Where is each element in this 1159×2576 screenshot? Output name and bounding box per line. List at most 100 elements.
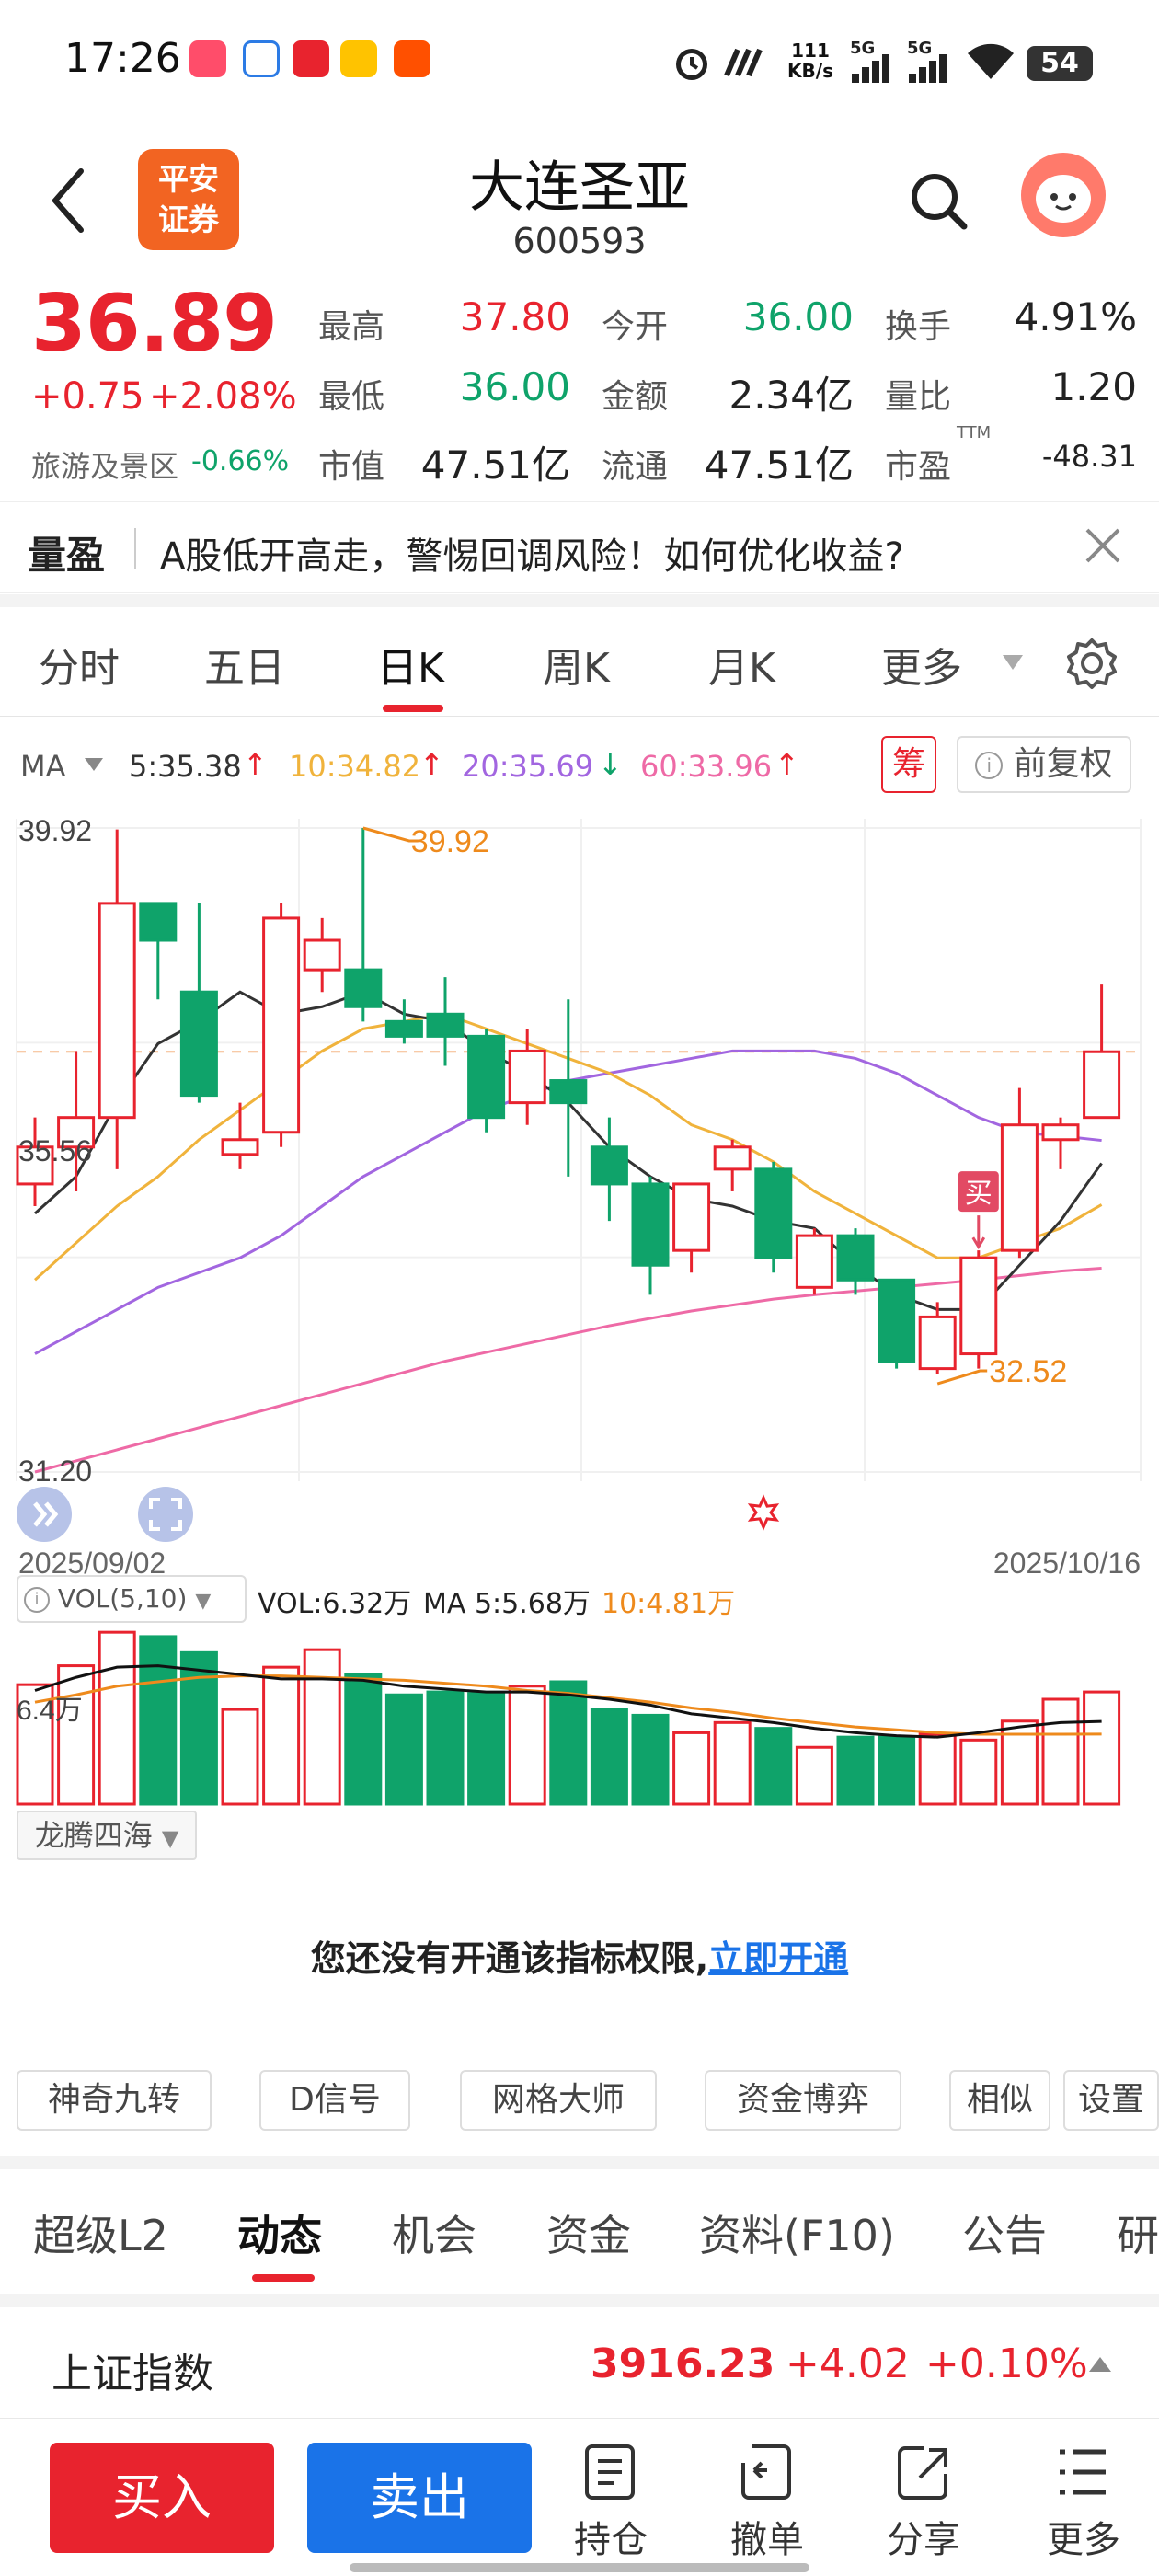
candle[interactable] <box>1083 1050 1121 1120</box>
volume-bar <box>179 1650 218 1806</box>
search-icon[interactable] <box>907 169 971 234</box>
period-tab-3[interactable]: 周K <box>543 645 610 692</box>
tool-chip-2[interactable]: 网格大师 <box>460 2070 657 2131</box>
volume-chart[interactable]: 6.4万 <box>0 1624 1159 1808</box>
holdings-icon[interactable] <box>583 2443 637 2501</box>
tool-chip-5[interactable]: 设置 <box>1063 2070 1159 2131</box>
candle[interactable] <box>836 1234 875 1282</box>
candle[interactable] <box>303 938 341 972</box>
more-label[interactable]: 更多 <box>1047 2519 1120 2561</box>
gear-icon[interactable] <box>1065 637 1119 690</box>
meituan-icon <box>340 40 377 77</box>
assistant-avatar-icon[interactable] <box>1019 151 1107 239</box>
candle[interactable] <box>57 1116 96 1149</box>
candle[interactable] <box>179 990 218 1098</box>
section-tab-1[interactable]: 动态 <box>237 2211 322 2260</box>
section-tab-2[interactable]: 机会 <box>392 2211 476 2260</box>
stock-header: 平安 证券 大连圣亚 600593 <box>0 129 1159 276</box>
volume-bar <box>836 1735 875 1806</box>
low-annotation: 32.52 <box>989 1354 1067 1389</box>
ma10-arrow-icon: ↑ <box>419 747 444 782</box>
stock-name: 大连圣亚 <box>469 155 690 220</box>
indicator-selector[interactable]: 龙腾四海 ▼ <box>17 1811 197 1860</box>
tool-chip-0[interactable]: 神奇九转 <box>17 2070 212 2131</box>
back-arrow-icon[interactable] <box>48 166 88 236</box>
candle[interactable] <box>139 902 178 942</box>
high-annotation-line <box>362 826 419 843</box>
tool-chip-1[interactable]: D信号 <box>259 2070 410 2131</box>
sector-name[interactable]: 旅游及景区 <box>31 449 179 484</box>
period-tab-5[interactable]: 更多 <box>881 645 962 692</box>
tool-chip-3[interactable]: 资金博弈 <box>705 2070 901 2131</box>
section-tab-6[interactable]: 研 <box>1117 2211 1159 2260</box>
tool-chip-4[interactable]: 相似 <box>949 2070 1050 2131</box>
signal-label-2: 5G <box>907 39 933 58</box>
adjust-price-button[interactable]: i 前复权 <box>957 736 1131 793</box>
section-separator <box>0 594 1159 607</box>
chip-distribution-button[interactable]: 筹 <box>881 736 936 793</box>
candle[interactable] <box>508 1049 546 1105</box>
candle[interactable] <box>672 1182 711 1252</box>
activate-link[interactable]: 立即开通 <box>708 1938 849 1979</box>
candle[interactable] <box>344 968 383 1008</box>
share-icon[interactable] <box>896 2443 949 2501</box>
signal-icon-1 <box>852 54 889 83</box>
more-icon[interactable] <box>1056 2446 1109 2498</box>
home-indicator <box>350 2563 809 2572</box>
candle[interactable] <box>878 1278 916 1363</box>
vol-ma10-value: 10:4.81万 <box>602 1588 736 1620</box>
close-icon[interactable] <box>1082 524 1124 567</box>
cancel-order-icon[interactable] <box>740 2443 793 2501</box>
buy-signal-arrow <box>971 1215 986 1250</box>
status-time: 17:26 <box>64 35 181 82</box>
candle[interactable] <box>16 1145 54 1186</box>
candle[interactable] <box>426 1012 465 1038</box>
volume-y-label: 6.4万 <box>17 1696 83 1726</box>
candle[interactable] <box>221 1138 259 1156</box>
fullscreen-icon[interactable] <box>138 1487 193 1542</box>
fullscreen-corners <box>149 1498 182 1531</box>
section-tab-0[interactable]: 超级L2 <box>33 2211 168 2260</box>
candle[interactable] <box>1041 1123 1080 1142</box>
candle[interactable] <box>1000 1123 1039 1252</box>
holdings-label[interactable]: 持仓 <box>574 2519 648 2561</box>
period-tab-4[interactable]: 月K <box>708 645 775 692</box>
candle[interactable] <box>384 1019 423 1038</box>
sell-button[interactable]: 卖出 <box>307 2443 532 2553</box>
period-tab-1[interactable]: 五日 <box>204 645 285 692</box>
candle[interactable] <box>795 1234 833 1289</box>
candle[interactable] <box>98 902 136 1120</box>
candle[interactable] <box>754 1167 793 1259</box>
section-tab-3[interactable]: 资金 <box>546 2211 631 2260</box>
section-tab-4[interactable]: 资料(F10) <box>699 2211 895 2260</box>
buy-button[interactable]: 买入 <box>50 2443 274 2553</box>
share-label[interactable]: 分享 <box>887 2519 960 2561</box>
promo-banner[interactable]: 量盈 A股低开高走，警惕回调风险！如何优化收益? <box>0 501 1159 593</box>
candle[interactable] <box>549 1079 588 1105</box>
candle[interactable] <box>467 1034 506 1120</box>
period-tab-2[interactable]: 日K <box>377 645 444 692</box>
stock-code: 600593 <box>512 221 647 261</box>
candle[interactable] <box>713 1145 752 1171</box>
buy-signal-marker[interactable] <box>958 1171 999 1213</box>
section-tab-5[interactable]: 公告 <box>962 2211 1047 2260</box>
ma-label[interactable]: MA <box>20 749 66 784</box>
banner-text[interactable]: A股低开高走，警惕回调风险！如何优化收益? <box>160 535 904 578</box>
candle[interactable] <box>590 1145 628 1186</box>
quote-value: 37.80 <box>459 294 570 339</box>
candlestick-chart[interactable]: 39.92 32.52 买 39.92 35.56 31.20 2025/09/02 2025… <box>0 800 1159 1582</box>
period-tab-0[interactable]: 分时 <box>39 645 120 692</box>
candle[interactable] <box>918 1315 957 1371</box>
cancel-order-label[interactable]: 撤单 <box>730 2519 804 2561</box>
candle[interactable] <box>959 1256 998 1356</box>
candle[interactable] <box>262 916 301 1134</box>
candle[interactable] <box>631 1182 670 1267</box>
banner-divider <box>134 528 136 569</box>
dropdown-triangle-icon[interactable] <box>1001 653 1025 672</box>
volume-indicator-button[interactable]: i VOL(5,10) ▼ <box>17 1575 247 1623</box>
star-event-icon[interactable] <box>747 1494 780 1531</box>
expand-up-icon[interactable] <box>1087 2355 1113 2374</box>
volume-bar <box>549 1680 588 1806</box>
quote-value: 36.00 <box>742 294 854 339</box>
ma-dropdown-icon[interactable] <box>83 756 105 773</box>
